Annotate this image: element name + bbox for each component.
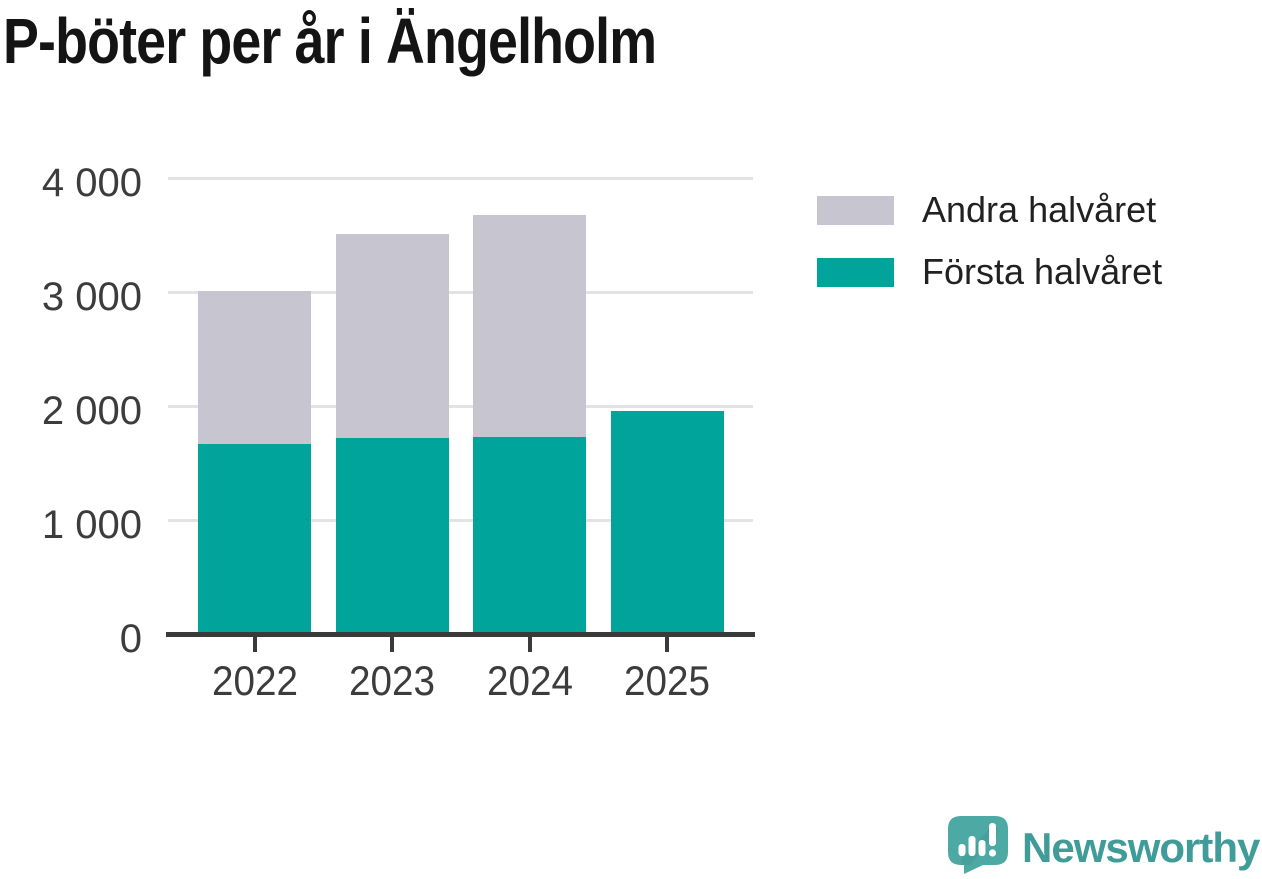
bar-segment-2022 [198, 443, 311, 633]
newsworthy-logo-text: Newsworthy [1022, 823, 1260, 871]
page-title: P-böter per år i Ängelholm [3, 5, 657, 77]
gridline-3000 [168, 290, 753, 294]
x-axis-line [166, 632, 755, 637]
x-axis-tick-label: 2024 [486, 657, 573, 704]
x-axis-tick [252, 637, 257, 652]
gridline-1000 [168, 518, 753, 522]
gridline-4000 [168, 176, 753, 180]
y-axis-tick-label: 2 000 [41, 389, 142, 433]
bar-segment-2024 [473, 214, 586, 437]
legend-item: Andra halvåret [817, 192, 1162, 228]
x-axis-tick-label: 2023 [349, 657, 435, 704]
newsworthy-speech-bubble-chart-icon [947, 816, 1009, 879]
y-axis-tick-label: 0 [119, 617, 142, 661]
legend: Andra halvåret Första halvåret [817, 192, 1162, 290]
x-axis-tick-label: 2022 [211, 657, 298, 704]
y-axis-tick-label: 1 000 [41, 503, 142, 547]
y-axis-tick-label: 4 000 [41, 161, 142, 205]
legend-swatch [817, 257, 894, 287]
legend-item: Första halvåret [817, 254, 1162, 290]
legend-swatch [817, 195, 894, 225]
bar-segment-2025 [610, 410, 724, 633]
x-axis-tick [527, 637, 532, 652]
x-axis-tick [390, 637, 394, 652]
legend-label: Första halvåret [922, 251, 1163, 292]
legend-label: Andra halvåret [922, 189, 1157, 230]
x-axis-tick-label: 2025 [624, 657, 710, 704]
newsworthy-logo: Newsworthy [947, 816, 1260, 879]
bar-segment-2022 [198, 291, 311, 444]
bar-segment-2023 [335, 234, 449, 439]
bar-segment-2023 [335, 438, 449, 633]
gridline-2000 [168, 404, 753, 408]
x-axis-tick [665, 637, 669, 652]
y-axis-tick-label: 3 000 [41, 275, 142, 319]
bar-segment-2024 [473, 436, 586, 633]
